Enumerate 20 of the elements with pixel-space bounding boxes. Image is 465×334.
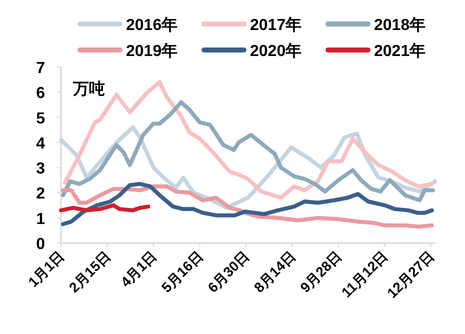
x-tick-label: 6月30日 bbox=[204, 248, 252, 296]
y-tick-label: 7 bbox=[36, 60, 46, 77]
y-tick-label: 5 bbox=[36, 110, 46, 128]
legend-label: 2019年 bbox=[126, 42, 178, 60]
x-tick-label: 4月1日 bbox=[117, 248, 160, 290]
y-tick-label: 2 bbox=[36, 186, 46, 203]
legend-label: 2021年 bbox=[374, 42, 426, 60]
legend-label: 2020年 bbox=[250, 42, 302, 60]
x-tick-label: 2月15日 bbox=[66, 248, 114, 296]
y-tick-label: 1 bbox=[36, 210, 46, 228]
legend-label: 2018年 bbox=[374, 16, 426, 34]
y-tick-label: 4 bbox=[36, 135, 46, 152]
x-tick-label: 8月14日 bbox=[250, 248, 298, 296]
x-tick-label: 5月16日 bbox=[158, 248, 206, 296]
legend-label: 2016年 bbox=[126, 16, 178, 34]
legend-label: 2017年 bbox=[250, 16, 302, 34]
y-tick-label: 0 bbox=[36, 236, 46, 253]
y-tick-label: 3 bbox=[36, 160, 46, 178]
y-axis-title: 万吨 bbox=[72, 80, 105, 98]
y-tick-label: 6 bbox=[36, 85, 46, 102]
